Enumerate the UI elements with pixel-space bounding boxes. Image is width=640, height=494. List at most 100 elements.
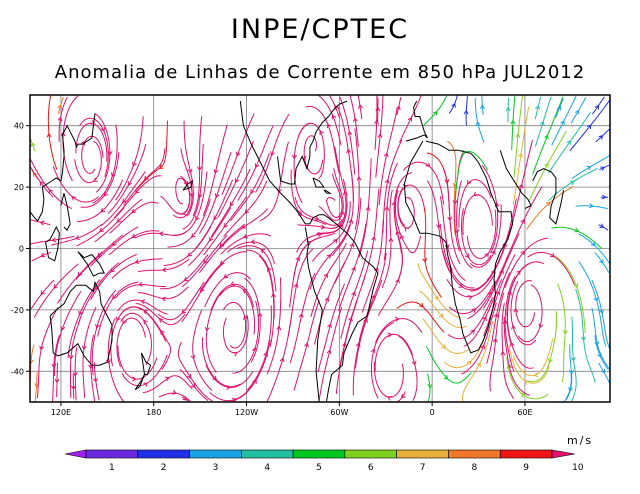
axis-ticks: 40 20 0 -20 -40 120E 180 120W 60W 0 60E [11, 122, 533, 417]
streamline-arrow [30, 359, 34, 365]
streamline [76, 179, 124, 223]
streamline [31, 169, 38, 180]
streamline [548, 167, 598, 202]
streamline-arrow [475, 120, 481, 126]
streamline-arrow [254, 163, 260, 169]
streamline [123, 148, 166, 206]
streamline [361, 220, 384, 313]
streamline [374, 95, 378, 150]
streamline-arrow [235, 151, 241, 157]
streamline-arrow [560, 120, 565, 126]
streamline-arrow [539, 120, 545, 126]
streamline-arrow [81, 345, 87, 351]
streamline-arrow [600, 166, 606, 171]
streamline-arrow [138, 281, 143, 287]
streamline [555, 98, 564, 118]
streamline-arrow [190, 354, 196, 360]
streamline-arrow [160, 329, 165, 335]
streamline-arrow [74, 235, 80, 240]
streamline [142, 375, 193, 394]
streamline [303, 135, 324, 175]
streamline-arrow [53, 284, 59, 289]
streamline [199, 152, 232, 234]
streamline-arrow [132, 161, 137, 167]
streamline [56, 362, 59, 398]
streamline [107, 143, 147, 214]
colorbar-label: 2 [161, 463, 167, 473]
streamline-arrow [499, 269, 504, 275]
streamline-arrow [291, 154, 297, 160]
streamline-arrow [131, 208, 137, 214]
streamline-arrow [365, 206, 371, 211]
streamline-arrow [336, 214, 341, 220]
streamline [403, 161, 445, 205]
streamline-arrow [566, 140, 572, 145]
streamline-arrow [250, 239, 256, 245]
streamline-arrow [352, 117, 358, 123]
streamline [548, 112, 592, 174]
streamline-arrow [279, 357, 285, 363]
streamline [556, 283, 566, 383]
streamline-arrow [234, 178, 240, 184]
streamline [237, 125, 274, 201]
streamline-arrow [140, 299, 146, 305]
streamline-arrow [422, 257, 428, 263]
streamline-arrow [383, 152, 389, 158]
streamline-arrow [110, 267, 116, 273]
streamline-arrow [351, 291, 356, 297]
streamline [526, 186, 574, 230]
streamline [507, 97, 509, 123]
colorbar-segment [241, 449, 294, 459]
streamline [378, 108, 398, 206]
streamline-arrow [244, 209, 250, 214]
streamline [460, 208, 492, 266]
lat-tick-label: 0 [19, 245, 24, 254]
streamline-arrow [30, 142, 36, 148]
streamline [551, 226, 602, 250]
streamline [309, 224, 351, 290]
coastline [60, 193, 71, 231]
colorbar-label: 8 [471, 463, 477, 473]
streamline [443, 168, 461, 265]
streamline-arrow [197, 166, 203, 171]
streamline [515, 280, 536, 328]
streamline [377, 97, 379, 123]
streamline-arrow [601, 194, 607, 200]
streamline [292, 232, 336, 281]
streamline-arrow [32, 172, 38, 177]
streamline [470, 231, 511, 292]
streamline-arrow [388, 237, 394, 242]
streamline-arrow [229, 201, 235, 207]
streamline-arrow [550, 252, 556, 258]
streamline [230, 153, 270, 222]
streamline-arrow [586, 166, 592, 171]
streamline-arrow [374, 119, 380, 125]
streamline-arrow [158, 318, 164, 323]
streamline [358, 252, 387, 341]
streamline [448, 95, 458, 114]
streamline [94, 198, 143, 243]
streamline [501, 303, 515, 399]
units-label: m/s [567, 434, 594, 447]
streamline-arrow [132, 376, 137, 382]
streamline-arrow [46, 132, 52, 138]
streamline-arrow [464, 253, 470, 259]
streamline [205, 364, 254, 388]
streamline-arrow [580, 336, 586, 342]
streamline [355, 279, 383, 368]
streamline [469, 204, 502, 268]
streamline-arrow [203, 259, 208, 265]
colorbar-segment [189, 449, 242, 459]
streamline-arrow [548, 358, 553, 364]
streamline-arrow [589, 203, 594, 209]
streamline [423, 208, 443, 298]
streamline-arrow [377, 133, 383, 138]
coastline [134, 374, 145, 391]
streamline-arrow [425, 162, 431, 168]
streamline [210, 168, 251, 238]
streamline [181, 262, 225, 323]
streamline [53, 291, 82, 376]
streamline-arrow [68, 354, 74, 360]
streamline-arrow [594, 104, 600, 110]
streamline-arrow [51, 237, 57, 243]
